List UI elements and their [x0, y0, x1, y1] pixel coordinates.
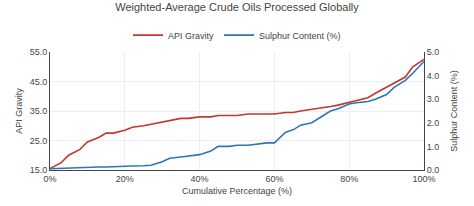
svg-text:0%: 0% [43, 174, 56, 184]
svg-text:Sulphur Content (%): Sulphur Content (%) [259, 31, 341, 41]
svg-text:100%: 100% [412, 174, 435, 184]
svg-text:API Gravity: API Gravity [14, 88, 24, 134]
svg-text:45.0: 45.0 [30, 77, 48, 87]
svg-text:40%: 40% [191, 174, 209, 184]
svg-text:0.0: 0.0 [427, 165, 440, 175]
svg-text:15.0: 15.0 [30, 165, 48, 175]
svg-text:3.0: 3.0 [427, 94, 440, 104]
svg-text:4.0: 4.0 [427, 71, 440, 81]
svg-text:80%: 80% [340, 174, 358, 184]
svg-text:Weighted-Average Crude Oils Pr: Weighted-Average Crude Oils Processed Gl… [115, 1, 359, 13]
svg-text:5.0: 5.0 [427, 47, 440, 57]
svg-text:API Gravity: API Gravity [168, 31, 214, 41]
svg-text:1.0: 1.0 [427, 142, 440, 152]
svg-text:20%: 20% [116, 174, 134, 184]
svg-text:60%: 60% [265, 174, 283, 184]
svg-text:Sulphur Content (%): Sulphur Content (%) [449, 70, 459, 152]
svg-text:25.0: 25.0 [30, 136, 48, 146]
svg-text:2.0: 2.0 [427, 118, 440, 128]
svg-text:Cumulative Percentage (%): Cumulative Percentage (%) [182, 186, 292, 196]
svg-text:55.0: 55.0 [30, 47, 48, 57]
svg-text:35.0: 35.0 [30, 106, 48, 116]
